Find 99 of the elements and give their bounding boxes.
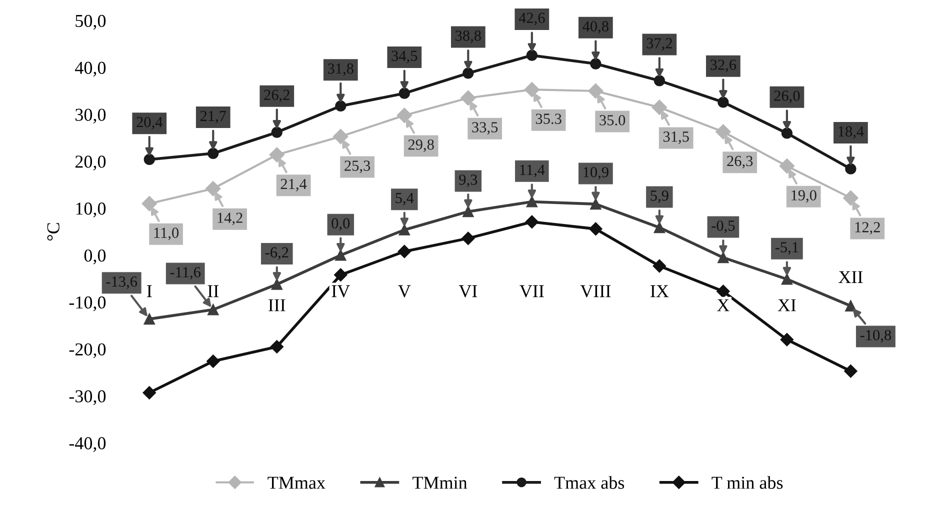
x-tick-label: I <box>147 285 152 298</box>
point <box>208 148 219 159</box>
point <box>590 58 602 70</box>
y-tick-label: 10,0 <box>76 202 106 218</box>
point <box>335 100 346 112</box>
x-tick-label: IV <box>332 285 350 298</box>
data-label: -6,2 <box>265 247 288 260</box>
legend-label: Tmax abs <box>554 476 624 489</box>
y-tick-label: 0,0 <box>84 249 106 264</box>
point <box>334 268 348 282</box>
x-tick-label: X <box>717 299 730 312</box>
point <box>271 278 282 290</box>
point <box>652 100 668 115</box>
data-label: 19,0 <box>792 190 816 203</box>
data-label: 14,2 <box>218 212 242 226</box>
point <box>396 108 412 123</box>
point <box>781 128 793 139</box>
data-label: 0,0 <box>332 218 350 231</box>
y-tick-label: -10,0 <box>69 296 106 312</box>
x-tick-label: XII <box>838 271 863 284</box>
data-label: -13,6 <box>106 276 138 289</box>
y-axis-title: °C <box>47 223 60 241</box>
x-tick-label: IX <box>650 285 669 298</box>
x-tick-label: II <box>208 285 219 298</box>
point <box>398 224 410 236</box>
data-label: 5,4 <box>396 192 414 206</box>
data-label: 31,5 <box>663 132 689 144</box>
point <box>843 190 858 206</box>
point <box>142 386 156 400</box>
point <box>398 88 410 99</box>
point <box>142 196 157 212</box>
legend-label: TMmax <box>268 476 326 489</box>
point <box>652 259 666 273</box>
data-label: 5,9 <box>650 190 668 203</box>
data-label: 11,0 <box>154 228 179 240</box>
point <box>526 196 538 208</box>
point <box>144 154 155 166</box>
data-label: 21,4 <box>280 178 307 192</box>
point <box>462 206 474 218</box>
y-tick-label: -30,0 <box>69 390 106 406</box>
point <box>335 250 346 261</box>
data-label: 35.0 <box>600 115 626 126</box>
legend-label: TMmin <box>412 476 468 489</box>
point <box>271 126 282 138</box>
point <box>588 83 604 99</box>
data-label: -11,6 <box>170 267 201 280</box>
point <box>779 158 795 174</box>
point <box>780 333 794 346</box>
data-label: -0,5 <box>712 220 735 234</box>
point <box>654 222 665 234</box>
point <box>718 252 729 264</box>
point <box>781 274 793 285</box>
point <box>269 147 284 162</box>
point <box>654 75 665 86</box>
data-label: 26,3 <box>727 156 753 168</box>
data-label: 10,9 <box>584 167 608 180</box>
point <box>462 232 475 245</box>
point <box>460 90 476 106</box>
data-label: 9,3 <box>459 174 478 188</box>
data-label: 11,4 <box>520 164 545 178</box>
x-tick-label: III <box>268 299 286 312</box>
x-tick-label: VII <box>520 285 544 298</box>
data-label: 35.3 <box>536 114 562 124</box>
point <box>716 284 730 298</box>
point <box>845 163 856 174</box>
point <box>206 181 221 196</box>
y-tick-label: -20,0 <box>69 343 106 358</box>
point <box>590 198 602 210</box>
y-tick-label: -40,0 <box>69 437 106 452</box>
data-label: 33,5 <box>472 122 498 135</box>
data-label: 25,3 <box>344 160 370 174</box>
legend-label: T min abs <box>712 476 783 489</box>
x-tick-label: V <box>398 285 411 298</box>
point <box>844 364 858 378</box>
x-tick-label: VI <box>458 285 478 298</box>
y-tick-label: 30,0 <box>76 108 106 124</box>
point <box>333 128 348 144</box>
point <box>144 313 155 325</box>
point <box>206 354 220 368</box>
x-tick-label: XI <box>778 299 796 312</box>
y-tick-label: 20,0 <box>75 156 106 170</box>
data-label: 12,2 <box>855 222 880 235</box>
data-label: -10,8 <box>860 330 892 342</box>
y-tick-label: 40,0 <box>75 62 106 77</box>
point <box>526 50 538 61</box>
point <box>716 124 731 140</box>
data-label: -5,1 <box>775 242 798 255</box>
point <box>524 82 540 98</box>
point <box>525 215 539 228</box>
point <box>589 222 602 236</box>
point <box>398 244 411 258</box>
point <box>845 300 856 312</box>
point <box>270 340 284 354</box>
x-tick-label: VIII <box>580 285 611 298</box>
point <box>462 68 474 79</box>
point <box>718 96 729 108</box>
data-label: 29,8 <box>408 139 434 152</box>
point <box>208 304 219 316</box>
y-tick-label: 50,0 <box>76 14 106 30</box>
